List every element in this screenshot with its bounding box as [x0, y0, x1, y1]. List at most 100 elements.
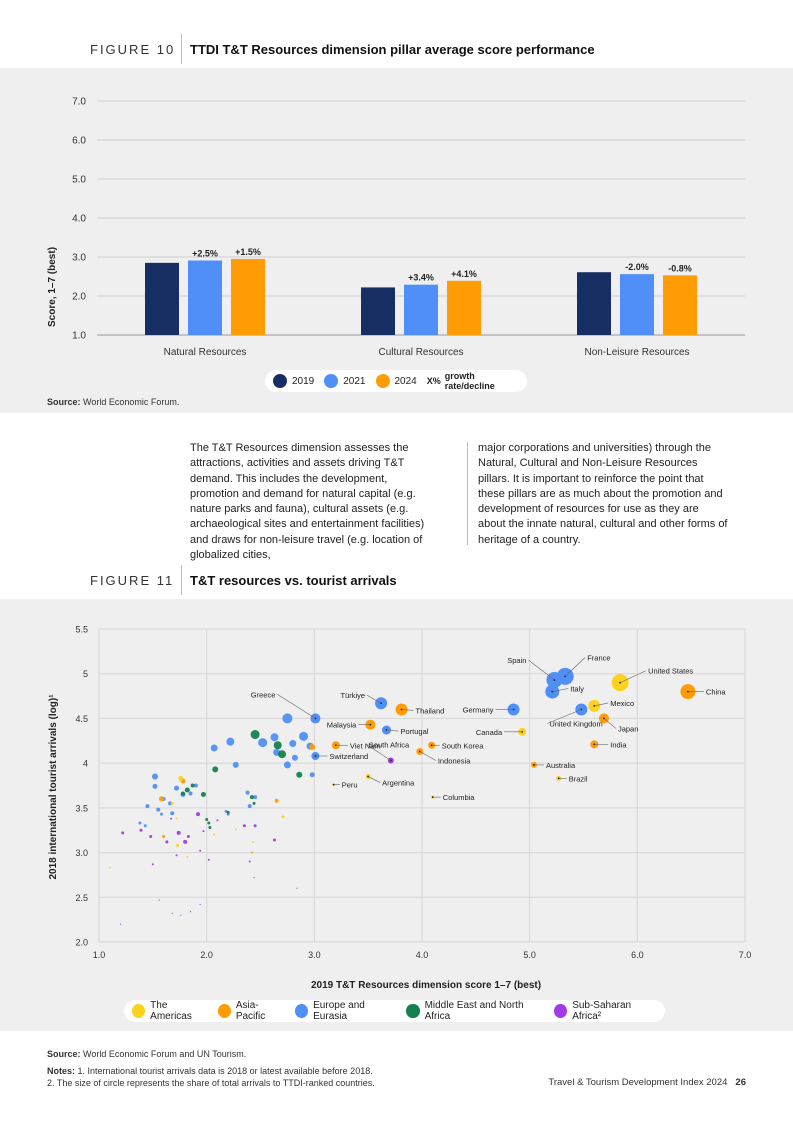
- scatter-x-tick-label: 2.0: [200, 950, 213, 960]
- page-footer: Travel & Tourism Development Index 2024 2…: [548, 1077, 746, 1088]
- scatter-leader-line: [368, 776, 381, 783]
- scatter-y-tick-label: 4.5: [75, 714, 88, 724]
- legend-2021: 2021: [324, 374, 366, 388]
- bar-growth-label: -2.0%: [625, 262, 649, 272]
- bar-growth-label: +1.5%: [235, 247, 261, 257]
- legend-2021-label: 2021: [343, 375, 366, 387]
- figure10-source: Source: World Economic Forum.: [47, 397, 179, 407]
- scatter-leader-line: [419, 751, 436, 761]
- scatter-leader-line: [564, 657, 586, 677]
- scatter-x-tick-label: 5.0: [523, 950, 536, 960]
- scatter-point: [249, 795, 254, 800]
- scatter-point-label: Italy: [570, 685, 584, 694]
- legend-growth-label: growth rate/decline: [444, 371, 495, 391]
- footer-title: Travel & Tourism Development Index 2024: [548, 1077, 728, 1088]
- figure11-source-label: Source:: [47, 1049, 81, 1059]
- scatter-point: [253, 877, 255, 879]
- bar-2021: [188, 260, 222, 335]
- scatter-legend-swatch: [217, 1004, 231, 1018]
- scatter-point: [176, 843, 180, 847]
- scatter-point-label: United States: [648, 667, 693, 676]
- scatter-legend-swatch: [554, 1004, 568, 1018]
- scatter-point: [242, 824, 246, 828]
- scatter-point: [158, 796, 164, 802]
- bar-2019: [577, 272, 611, 335]
- legend-2024-label: 2024: [394, 375, 417, 387]
- scatter-point-label: Mexico: [610, 699, 634, 708]
- scatter-point: [108, 866, 111, 869]
- scatter-point-center: [593, 743, 596, 746]
- scatter-leader-line: [386, 729, 399, 732]
- scatter-point: [282, 713, 293, 724]
- scatter-point: [296, 887, 298, 889]
- scatter-leader-line: [277, 694, 316, 719]
- scatter-point: [309, 772, 315, 778]
- legend-2019-label: 2019: [292, 375, 315, 387]
- scatter-point-label: Argentina: [382, 779, 415, 788]
- scatter-x-axis-label: 2019 T&T Resources dimension score 1–7 (…: [311, 980, 541, 991]
- figure10-title: TTDI T&T Resources dimension pillar aver…: [190, 42, 595, 57]
- scatter-y-tick-label: 3.5: [75, 803, 88, 813]
- bar-2019: [145, 262, 179, 335]
- bar-growth-label: -0.8%: [668, 263, 692, 273]
- scatter-point: [273, 741, 282, 750]
- scatter-x-tick-label: 4.0: [416, 950, 429, 960]
- scatter-point: [189, 910, 192, 913]
- figure11-panel: 2.0 2.5 3.0 3.5 4 4.5 5 5.5 1.0 2.0 3.0 4.0 5.0 6.0 7.…: [0, 599, 793, 1031]
- scatter-point-label: Columbia: [443, 793, 476, 802]
- bar-2024: [231, 258, 265, 335]
- bar-y-tick-label: 2.0: [72, 292, 86, 303]
- scatter-point: [143, 824, 147, 828]
- scatter-point-label: France: [587, 653, 610, 662]
- scatter-point: [151, 773, 158, 780]
- bar-y-tick-label: 4.0: [72, 214, 86, 225]
- scatter-point: [174, 785, 180, 791]
- scatter-point: [226, 737, 235, 746]
- scatter-leader-line: [366, 744, 391, 761]
- scatter-point: [171, 912, 173, 914]
- bar-2021: [404, 284, 438, 335]
- legend-2024-swatch: [375, 374, 390, 388]
- scatter-point: [159, 812, 163, 816]
- bar-chart: 1.0 2.0 3.0 4.0 5.0 6.0 7.0 +2.5% +1.5% Natural …: [47, 97, 745, 358]
- scatter-point: [248, 860, 251, 863]
- scatter-point-label: Indonesia: [438, 757, 471, 766]
- page-number: 26: [735, 1077, 746, 1088]
- scatter-point: [158, 899, 160, 901]
- scatter-legend-swatch: [406, 1004, 420, 1018]
- scatter-point: [281, 815, 285, 819]
- scatter-point-center: [551, 690, 554, 693]
- scatter-point: [145, 804, 150, 809]
- scatter-point: [162, 834, 166, 838]
- scatter-point: [245, 790, 250, 795]
- scatter-legend-label: Europe and Eurasia: [313, 1000, 365, 1022]
- figure11-header: FIGURE 11 T&T resources vs. tourist arri…: [0, 565, 793, 595]
- bar-growth-label: +4.1%: [451, 269, 477, 279]
- figure10-label: FIGURE 10: [90, 42, 176, 57]
- scatter-point: [253, 824, 257, 828]
- scatter-point-label: Thailand: [416, 706, 445, 715]
- bar-y-tick-label: 7.0: [72, 97, 86, 108]
- scatter-legend-label: The Americas: [150, 1000, 192, 1022]
- scatter-leader-line: [603, 718, 617, 729]
- scatter-point: [289, 739, 297, 747]
- bar-category-label: Cultural Resources: [378, 347, 463, 358]
- scatter-point: [149, 834, 153, 838]
- scatter-point: [283, 761, 291, 769]
- figure11-notes: Source: World Economic Forum and UN Tour…: [47, 1048, 375, 1089]
- scatter-point: [184, 787, 190, 793]
- scatter-point: [208, 826, 212, 830]
- scatter-point: [212, 766, 219, 773]
- scatter-point-label: India: [610, 740, 627, 749]
- scatter-point: [309, 744, 316, 751]
- scatter-point: [138, 821, 142, 825]
- scatter-y-tick-label: 5: [83, 669, 88, 679]
- scatter-legend-item: Europe and Eurasia: [294, 1000, 396, 1022]
- scatter-y-tick-label: 2.0: [75, 938, 88, 948]
- scatter-point: [272, 838, 276, 842]
- bar-2019: [361, 287, 395, 335]
- legend-growth-marker: X%: [426, 376, 441, 386]
- scatter-point: [193, 783, 198, 788]
- scatter-point: [252, 801, 256, 805]
- scatter-x-tick-label: 6.0: [631, 950, 644, 960]
